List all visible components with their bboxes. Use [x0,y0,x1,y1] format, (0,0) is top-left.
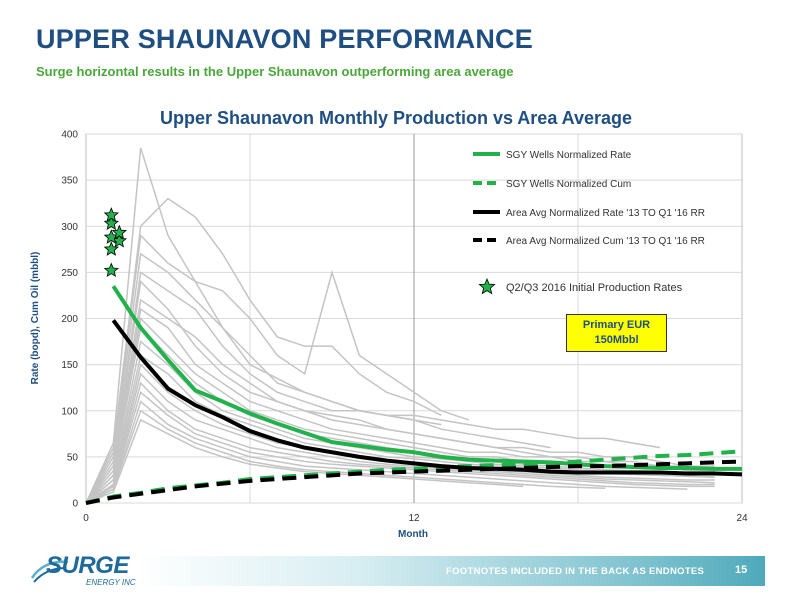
series-layer [85,285,743,505]
well-line [85,418,524,504]
initial-rate-star [111,224,128,240]
x-tick-label: 0 [83,513,89,524]
x-axis-label: Month [398,529,428,540]
y-tick-label: 400 [61,130,78,141]
initial-rate-star [103,207,119,222]
area-avg-normalized-rate-13-to-q1-16-rr-line [111,319,743,477]
footer-note: FOOTNOTES INCLUDED IN THE BACK AS ENDNOT… [446,566,705,577]
legend-label: Area Avg Normalized Rate '13 TO Q1 '16 R… [506,208,705,219]
well-line [85,252,551,504]
legend-label: Area Avg Normalized Cum '13 TO Q1 '16 RR [506,236,705,247]
initial-rate-star [103,215,119,230]
page-number: 15 [735,564,748,576]
y-tick-label: 300 [61,222,78,233]
well-line [85,381,715,504]
eur-value: 150Mbbl [594,334,639,346]
well-line [85,409,606,504]
y-tick-label: 100 [61,406,78,417]
chart-title: Upper Shaunavon Monthly Production vs Ar… [160,108,632,128]
production-chart: Upper Shaunavon Monthly Production vs Ar… [30,108,748,540]
footer-band [135,556,765,586]
legend-star-icon [478,277,496,295]
x-tick-label: 12 [408,513,420,524]
initial-rate-star [103,241,120,256]
legend-label: Q2/Q3 2016 Initial Production Rates [506,282,683,294]
y-axis-label: Rate (bopd), Cum Oil (mbbl) [30,252,41,385]
slide-title: UPPER SHAUNAVON PERFORMANCE [36,24,533,54]
well-line [85,400,688,504]
area-avg-normalized-cum-13-to-q1-16-rr-line [85,459,743,505]
well-line [85,308,715,504]
y-tick-label: 0 [72,499,78,510]
y-tick-label: 250 [61,268,78,279]
slide-subtitle: Surge horizontal results in the Upper Sh… [36,64,514,79]
logo-word: SURGE [46,552,129,579]
legend: SGY Wells Normalized Rate SGY Wells Norma… [473,150,705,295]
x-tick-label: 24 [736,513,748,524]
well-line [85,372,715,504]
y-tick-label: 350 [61,176,78,187]
sgy-wells-normalized-rate-line [111,285,742,471]
surge-logo: SURGE ENERGY INC [30,552,140,592]
y-tick-label: 150 [61,360,78,371]
initial-rate-star [103,262,120,278]
axis-layer: 0 50 100 150 200 250 300 350 400 0 12 24 [61,130,748,525]
initial-rate-stars-layer [103,207,128,278]
well-line [85,197,442,504]
well-line [85,298,715,504]
eur-callout-box: Primary EUR 150Mbbl [566,314,667,352]
legend-label: SGY Wells Normalized Cum [506,179,631,190]
logo-swoosh-icon [30,560,69,583]
y-tick-label: 50 [67,452,79,463]
well-line [85,233,469,504]
legend-label: SGY Wells Normalized Rate [506,150,632,161]
eur-label: Primary EUR [582,319,651,331]
logo-subtext: ENERGY INC [86,578,136,587]
individual-wells-layer [85,147,715,504]
y-tick-label: 200 [61,314,78,325]
well-line [85,271,661,504]
